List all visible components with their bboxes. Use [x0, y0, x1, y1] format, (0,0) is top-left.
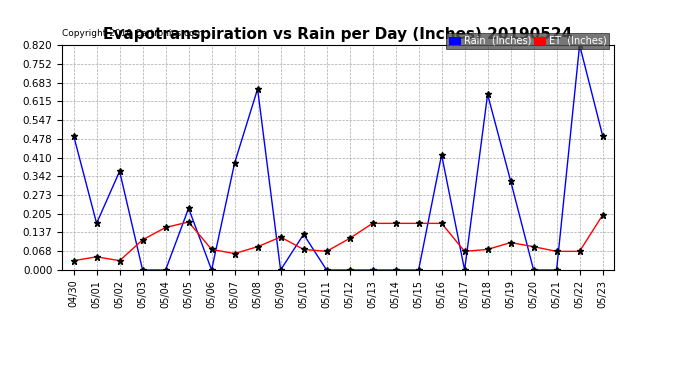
Legend: Rain  (Inches), ET  (Inches): Rain (Inches), ET (Inches) — [446, 33, 609, 49]
Text: Copyright 2019 Cartronics.com: Copyright 2019 Cartronics.com — [62, 29, 204, 38]
Title: Evapotranspiration vs Rain per Day (Inches) 20190524: Evapotranspiration vs Rain per Day (Inch… — [104, 27, 573, 42]
